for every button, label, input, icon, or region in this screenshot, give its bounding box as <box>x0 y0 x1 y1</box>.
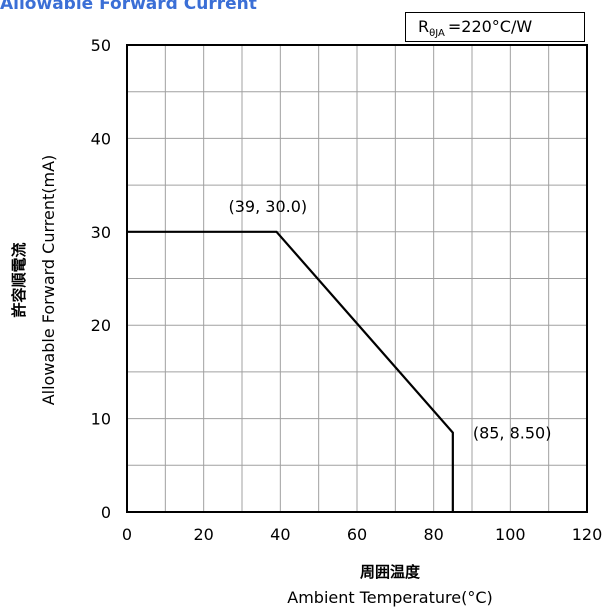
x-tick-label: 40 <box>270 525 290 544</box>
y-axis-label: Allowable Forward Current(mA) <box>39 155 58 406</box>
y-tick-label: 30 <box>91 223 111 242</box>
x-tick-label: 100 <box>495 525 526 544</box>
chart-title: Allowable Forward Current <box>0 0 257 14</box>
x-tick-label: 80 <box>423 525 443 544</box>
annotations: (39, 30.0) (85, 8.50) <box>229 197 552 443</box>
tick-labels: 0 20 40 60 80 100 120 0 10 20 30 40 50 <box>91 36 603 544</box>
derating-line <box>127 230 454 512</box>
y-axis-label-jp: 許容順電流 <box>10 242 28 317</box>
y-tick-label: 50 <box>91 36 111 55</box>
y-tick-label: 0 <box>101 503 111 522</box>
x-tick-label: 20 <box>193 525 213 544</box>
x-tick-label: 0 <box>122 525 132 544</box>
thermal-resistance-subscript: θJA <box>429 28 445 39</box>
series <box>127 230 454 512</box>
y-tick-label: 20 <box>91 316 111 335</box>
x-tick-label: 120 <box>572 525 603 544</box>
thermal-resistance-symbol: R <box>418 17 430 36</box>
plot-frame <box>126 44 588 513</box>
x-axis-label-jp: 周囲温度 <box>360 563 421 581</box>
x-tick-label: 60 <box>347 525 367 544</box>
y-tick-label: 40 <box>91 129 111 148</box>
y-tick-label: 10 <box>91 410 111 429</box>
thermal-resistance-value: =220°C/W <box>447 17 533 36</box>
annotation-label: (39, 30.0) <box>229 197 308 216</box>
grid <box>127 45 587 512</box>
thermal-resistance-box: RθJA =220°C/W <box>405 12 585 42</box>
annotation-label: (85, 8.50) <box>473 424 552 443</box>
x-axis-label: Ambient Temperature(°C) <box>287 588 492 607</box>
